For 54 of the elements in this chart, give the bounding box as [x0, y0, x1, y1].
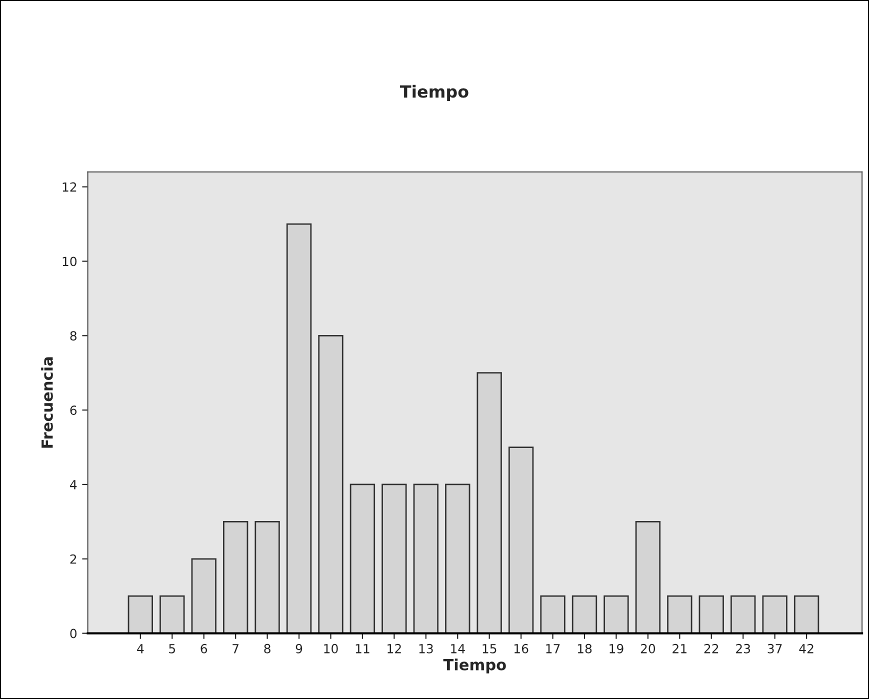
x-tick-label: 11	[356, 644, 370, 654]
x-tick-label: 21	[672, 644, 686, 654]
bar	[572, 595, 598, 634]
x-axis-title: Tiempo	[443, 658, 506, 674]
x-tick-label: 12	[388, 644, 401, 654]
bar	[635, 520, 661, 634]
x-tick-label: 42	[799, 644, 814, 654]
y-tick-label: 10	[62, 256, 77, 266]
bar	[508, 446, 534, 634]
x-tick-label: 16	[514, 644, 528, 654]
bar	[667, 595, 692, 634]
x-tick-label: 7	[232, 644, 238, 654]
bar	[698, 595, 724, 634]
bar	[254, 520, 280, 634]
x-tick-label: 22	[704, 644, 718, 654]
x-tick-label: 5	[169, 644, 176, 654]
bar	[318, 334, 344, 634]
bar	[762, 595, 788, 634]
x-tick-label: 6	[200, 644, 208, 654]
bar	[540, 595, 566, 634]
bar	[160, 595, 185, 634]
y-axis-title: Frecuencia	[41, 357, 53, 448]
y-tick-label: 8	[70, 331, 76, 341]
bar	[191, 558, 216, 634]
x-tick-label: 14	[451, 644, 465, 654]
bar	[382, 484, 407, 634]
x-tick-label: 18	[578, 644, 592, 654]
x-tick-label: 4	[137, 644, 144, 654]
bar	[730, 595, 756, 634]
bar	[794, 595, 820, 634]
bar	[476, 372, 502, 634]
x-tick-label: 19	[610, 644, 624, 654]
x-tick-label: 13	[419, 644, 433, 654]
bar	[350, 484, 376, 634]
bar	[286, 223, 312, 634]
x-tick-label: 15	[482, 644, 496, 654]
bar	[445, 484, 470, 634]
y-tick-label: 2	[70, 554, 76, 564]
x-tick-label: 10	[324, 644, 338, 654]
chart-title: Tiempo	[400, 84, 468, 102]
y-tick-label: 4	[70, 480, 77, 490]
x-tick-label: 9	[296, 644, 302, 654]
bar	[604, 595, 629, 634]
y-tick-label: 0	[70, 628, 77, 638]
bar	[222, 520, 248, 634]
bar	[128, 595, 154, 634]
x-tick-label: 23	[736, 644, 750, 654]
x-tick-label: 8	[264, 644, 270, 654]
y-tick-label: 12	[62, 182, 76, 192]
y-tick-label: 6	[70, 406, 77, 415]
bar	[413, 484, 438, 634]
x-tick-label: 20	[640, 644, 656, 654]
x-tick-label: 17	[546, 644, 560, 654]
x-tick-label: 37	[768, 644, 782, 654]
